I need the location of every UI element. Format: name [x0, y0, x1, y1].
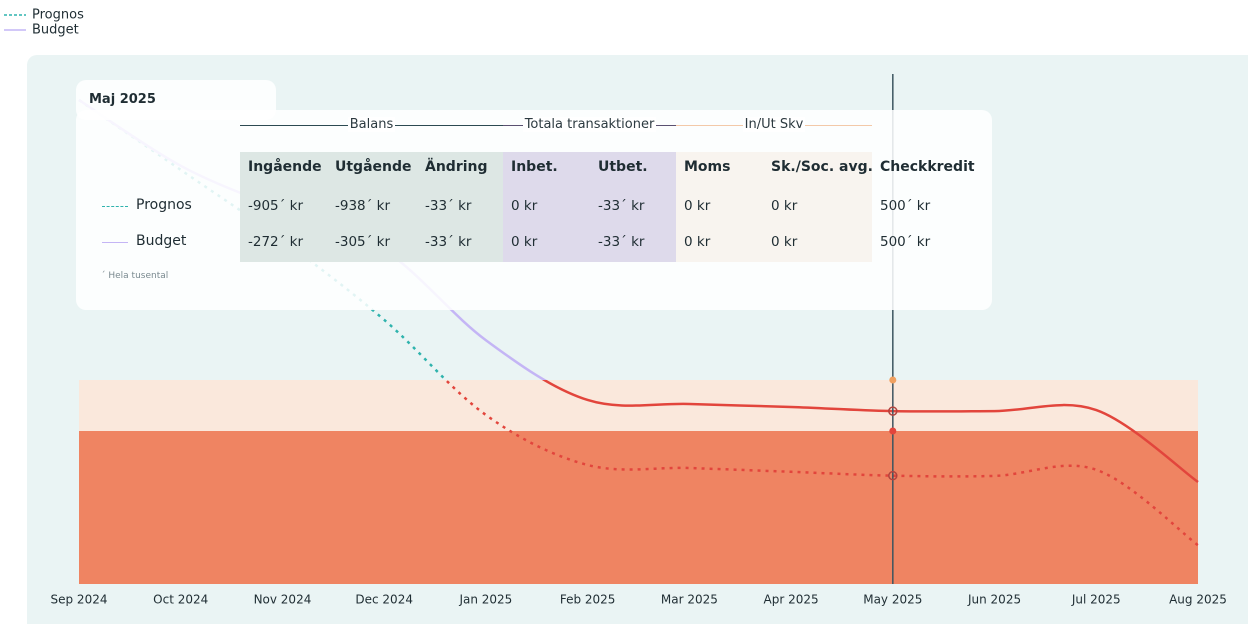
- cursor-point: [888, 406, 898, 416]
- band-marker: [889, 376, 897, 384]
- legend-label: Prognos: [32, 8, 84, 23]
- column-header: Inbet.: [511, 159, 558, 175]
- cell: -33´ kr: [598, 198, 645, 214]
- cell: 0 kr: [511, 198, 538, 214]
- cell: 500´ kr: [880, 234, 931, 250]
- row-label: Prognos: [136, 197, 192, 213]
- x-tick-label: Dec 2024: [355, 593, 413, 607]
- column-group-bg: [503, 152, 676, 262]
- cell: 0 kr: [771, 234, 798, 250]
- cell: -33´ kr: [425, 234, 472, 250]
- x-tick-label: Aug 2025: [1169, 593, 1227, 607]
- column-header: Ändring: [425, 159, 488, 175]
- cell: 0 kr: [771, 198, 798, 214]
- footnote: ´ Hela tusental: [101, 271, 169, 281]
- group-label-text: In/Ut Skv: [742, 117, 806, 132]
- group-label-text: Totala transaktioner: [522, 117, 657, 132]
- band: [79, 431, 1198, 584]
- x-tick-label: Nov 2024: [254, 593, 312, 607]
- band-marker: [889, 427, 897, 435]
- tooltip-title: Maj 2025: [89, 92, 156, 107]
- column-header: Sk./Soc. avg.: [771, 159, 873, 175]
- x-tick-label: Jan 2025: [458, 593, 512, 607]
- x-tick-label: Apr 2025: [764, 593, 819, 607]
- x-tick-label: Mar 2025: [661, 593, 718, 607]
- cell: 0 kr: [511, 234, 538, 250]
- column-header: Utbet.: [598, 159, 648, 175]
- x-tick-label: Jun 2025: [967, 593, 1021, 607]
- cell: 0 kr: [684, 234, 711, 250]
- group-label: Balans: [240, 116, 503, 134]
- group-label: Totala transaktioner: [503, 116, 676, 134]
- column-header: Moms: [684, 159, 731, 175]
- row-swatch: [102, 206, 128, 207]
- cursor-point: [888, 470, 898, 481]
- x-tick-label: Sep 2024: [51, 593, 108, 607]
- x-tick-label: Jul 2025: [1071, 593, 1121, 607]
- cell: -272´ kr: [248, 234, 304, 250]
- cell: -905´ kr: [248, 198, 304, 214]
- x-tick-label: Oct 2024: [153, 593, 208, 607]
- cell: -305´ kr: [335, 234, 391, 250]
- series-line: [78, 98, 1199, 547]
- column-group-bg: [240, 152, 503, 262]
- legend-label: Budget: [32, 23, 79, 38]
- cell: 0 kr: [684, 198, 711, 214]
- group-label: In/Ut Skv: [676, 116, 872, 134]
- column-group-bg: [676, 152, 872, 262]
- cell: -33´ kr: [425, 198, 472, 214]
- x-tick-label: Feb 2025: [560, 593, 616, 607]
- row-swatch: [102, 242, 128, 243]
- x-tick-label: May 2025: [863, 593, 922, 607]
- row-label: Budget: [136, 233, 187, 249]
- cell: 500´ kr: [880, 198, 931, 214]
- column-header: Checkkredit: [880, 159, 975, 175]
- cell: -33´ kr: [598, 234, 645, 250]
- cell: -938´ kr: [335, 198, 391, 214]
- column-header: Ingående: [248, 159, 322, 175]
- group-label-text: Balans: [347, 117, 396, 132]
- column-header: Utgående: [335, 159, 412, 175]
